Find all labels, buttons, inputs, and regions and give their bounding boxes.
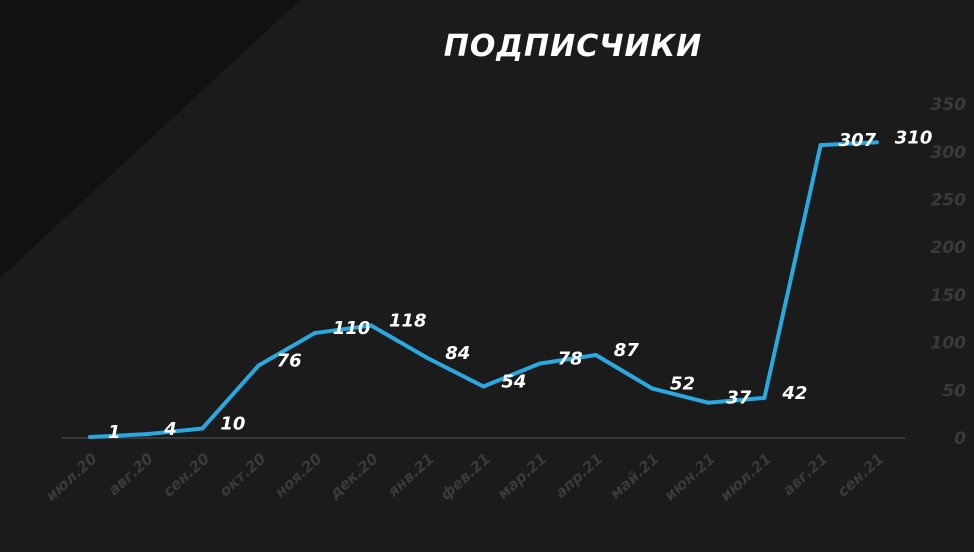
data-point bbox=[537, 361, 542, 366]
x-tick-label: авг.21 bbox=[779, 450, 831, 500]
y-tick-label: 350 bbox=[931, 95, 967, 115]
data-label: 1 bbox=[108, 422, 121, 443]
y-tick-label: 0 bbox=[954, 429, 966, 449]
y-tick-label: 250 bbox=[931, 191, 967, 211]
x-tick-label: июн.21 bbox=[661, 450, 719, 505]
data-point bbox=[874, 140, 879, 145]
data-labels: 1 4 10 76 110 118 84 54 78 87 52 37 42 307 310 bbox=[88, 127, 932, 443]
y-tick-label: 300 bbox=[931, 143, 967, 163]
x-tick-label: июл.21 bbox=[716, 450, 775, 505]
x-tick-label: май.21 bbox=[606, 450, 662, 503]
data-point bbox=[762, 395, 767, 400]
data-point bbox=[312, 331, 317, 336]
y-tick-label: 100 bbox=[931, 334, 967, 354]
x-tick-label: сен.20 bbox=[159, 450, 213, 501]
x-tick-label: июл.20 bbox=[42, 450, 101, 505]
data-label: 110 bbox=[333, 318, 371, 339]
x-tick-label: ноя.20 bbox=[271, 450, 325, 501]
y-tick-label: 200 bbox=[931, 238, 967, 258]
data-point bbox=[200, 426, 205, 431]
data-label: 84 bbox=[445, 343, 470, 364]
data-label: 307 bbox=[839, 130, 877, 151]
x-tick-label: фев.21 bbox=[437, 450, 494, 504]
data-point bbox=[706, 400, 711, 405]
data-label: 42 bbox=[781, 383, 807, 404]
data-label: 87 bbox=[614, 340, 640, 361]
data-label: 118 bbox=[389, 310, 427, 331]
data-label: 78 bbox=[558, 349, 583, 370]
x-tick-label: окт.20 bbox=[216, 450, 269, 501]
data-point bbox=[425, 355, 430, 360]
data-point bbox=[818, 143, 823, 148]
y-axis-ticks: 0 50 100 150 200 250 300 350 bbox=[931, 95, 967, 449]
data-label: 10 bbox=[220, 413, 245, 434]
x-tick-label: мар.21 bbox=[494, 450, 550, 503]
data-point bbox=[593, 353, 598, 358]
data-label: 310 bbox=[895, 127, 933, 148]
data-point bbox=[88, 435, 92, 440]
data-label: 37 bbox=[726, 388, 752, 409]
data-point bbox=[650, 386, 654, 391]
series-line bbox=[88, 140, 879, 440]
data-point bbox=[481, 384, 486, 389]
x-tick-label: сен.21 bbox=[834, 450, 888, 501]
data-label: 4 bbox=[163, 419, 177, 440]
chart-title: ПОДПИСЧИКИ bbox=[444, 29, 703, 64]
x-tick-label: дек.20 bbox=[325, 450, 382, 504]
x-tick-label: янв.21 bbox=[383, 450, 437, 502]
y-tick-label: 150 bbox=[931, 286, 967, 306]
data-point bbox=[369, 323, 373, 328]
x-axis-ticks: июл.20 авг.20 сен.20 окт.20 ноя.20 дек.20 янв.… bbox=[42, 450, 887, 505]
data-point bbox=[256, 363, 261, 368]
data-point bbox=[144, 432, 149, 437]
x-tick-label: авг.20 bbox=[105, 450, 157, 500]
data-label: 52 bbox=[670, 373, 695, 394]
data-label: 54 bbox=[501, 371, 526, 392]
background-dark-wedge bbox=[0, 0, 300, 278]
y-tick-label: 50 bbox=[942, 381, 966, 401]
x-tick-label: апр.21 bbox=[551, 450, 606, 502]
data-label: 76 bbox=[277, 350, 302, 371]
